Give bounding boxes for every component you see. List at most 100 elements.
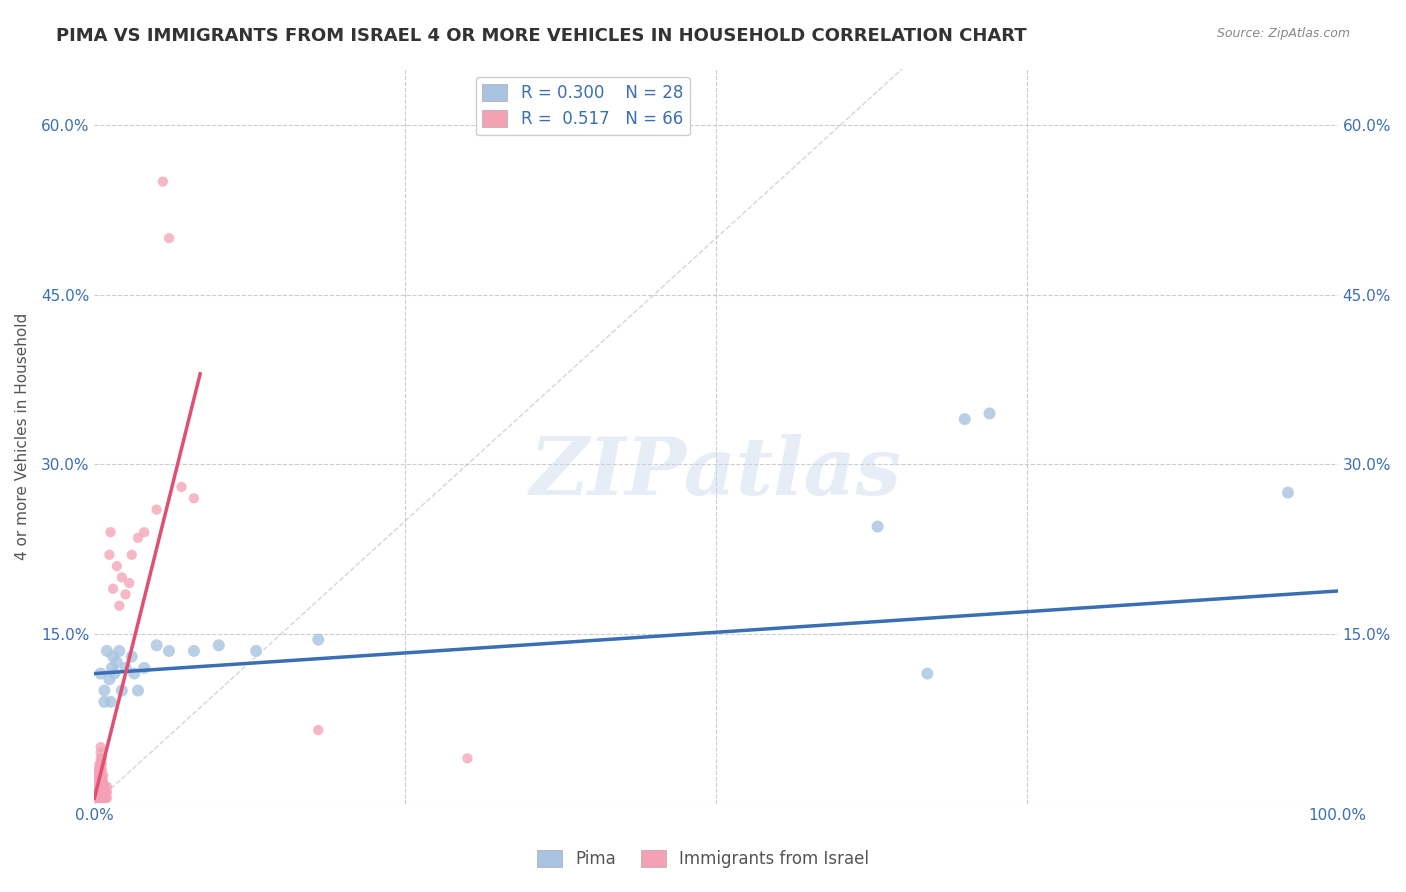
Point <box>89 791 111 805</box>
Point <box>1277 485 1299 500</box>
Point <box>134 525 156 540</box>
Point <box>89 768 111 782</box>
Legend: R = 0.300    N = 28, R =  0.517   N = 66: R = 0.300 N = 28, R = 0.517 N = 66 <box>475 77 690 135</box>
Point <box>145 502 167 516</box>
Point <box>90 666 112 681</box>
Point <box>183 491 205 506</box>
Point <box>90 768 112 782</box>
Point <box>89 774 111 789</box>
Point <box>91 780 114 794</box>
Point <box>90 791 112 805</box>
Point <box>91 785 114 799</box>
Point <box>98 548 121 562</box>
Point <box>979 407 1001 421</box>
Point <box>208 638 231 652</box>
Point <box>90 746 112 760</box>
Point <box>96 791 118 805</box>
Point <box>93 780 115 794</box>
Point <box>87 791 110 805</box>
Point <box>105 655 128 669</box>
Point <box>90 757 112 772</box>
Point <box>101 582 124 596</box>
Point <box>93 695 115 709</box>
Point <box>101 649 124 664</box>
Point <box>90 751 112 765</box>
Point <box>87 780 110 794</box>
Point <box>307 723 329 738</box>
Point <box>93 785 115 799</box>
Point <box>127 531 149 545</box>
Point <box>86 780 108 794</box>
Point <box>90 774 112 789</box>
Point <box>118 576 141 591</box>
Point <box>89 763 111 777</box>
Point <box>90 751 112 765</box>
Point <box>86 791 108 805</box>
Point <box>91 774 114 789</box>
Point <box>93 791 115 805</box>
Point <box>307 632 329 647</box>
Point <box>456 751 478 765</box>
Point <box>134 661 156 675</box>
Point <box>98 672 121 686</box>
Point <box>89 785 111 799</box>
Point <box>90 757 112 772</box>
Point <box>100 525 122 540</box>
Point <box>101 661 124 675</box>
Legend: Pima, Immigrants from Israel: Pima, Immigrants from Israel <box>530 843 876 875</box>
Point <box>87 774 110 789</box>
Point <box>94 785 117 799</box>
Point <box>111 570 134 584</box>
Point <box>96 644 118 658</box>
Point <box>90 785 112 799</box>
Point <box>90 768 112 782</box>
Point <box>114 587 136 601</box>
Point <box>157 644 180 658</box>
Point <box>100 695 122 709</box>
Point <box>127 683 149 698</box>
Point <box>87 785 110 799</box>
Point <box>90 774 112 789</box>
Point <box>108 599 131 613</box>
Point <box>96 785 118 799</box>
Point <box>111 683 134 698</box>
Text: PIMA VS IMMIGRANTS FROM ISRAEL 4 OR MORE VEHICLES IN HOUSEHOLD CORRELATION CHART: PIMA VS IMMIGRANTS FROM ISRAEL 4 OR MORE… <box>56 27 1026 45</box>
Point <box>157 231 180 245</box>
Point <box>90 791 112 805</box>
Point <box>90 763 112 777</box>
Point <box>103 666 125 681</box>
Point <box>152 175 174 189</box>
Point <box>121 548 143 562</box>
Point <box>121 649 143 664</box>
Point <box>89 780 111 794</box>
Y-axis label: 4 or more Vehicles in Household: 4 or more Vehicles in Household <box>15 312 30 559</box>
Point <box>245 644 267 658</box>
Point <box>114 661 136 675</box>
Point <box>87 768 110 782</box>
Point <box>90 780 112 794</box>
Point <box>866 519 889 533</box>
Point <box>145 638 167 652</box>
Point <box>86 785 108 799</box>
Point <box>87 763 110 777</box>
Point <box>122 666 145 681</box>
Point <box>96 780 118 794</box>
Point <box>90 780 112 794</box>
Text: Source: ZipAtlas.com: Source: ZipAtlas.com <box>1216 27 1350 40</box>
Point <box>90 785 112 799</box>
Point <box>170 480 193 494</box>
Point <box>90 740 112 755</box>
Point <box>93 683 115 698</box>
Point <box>108 644 131 658</box>
Text: ZIPatlas: ZIPatlas <box>530 434 903 512</box>
Point <box>94 791 117 805</box>
Point <box>105 559 128 574</box>
Point <box>91 791 114 805</box>
Point <box>86 774 108 789</box>
Point <box>183 644 205 658</box>
Point <box>91 768 114 782</box>
Point <box>90 763 112 777</box>
Point <box>953 412 976 426</box>
Point <box>917 666 939 681</box>
Point <box>89 757 111 772</box>
